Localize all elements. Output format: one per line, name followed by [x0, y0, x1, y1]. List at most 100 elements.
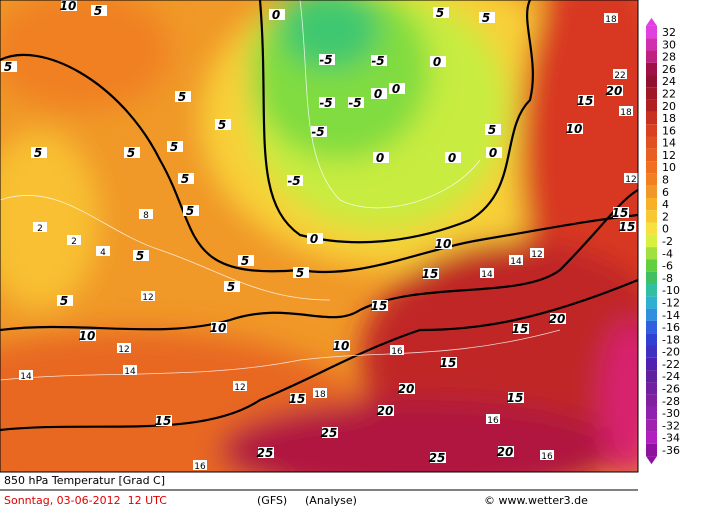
- contour-label: 20: [497, 445, 514, 459]
- contour-label: 0: [272, 8, 280, 22]
- contour-label-box: [124, 147, 140, 158]
- legend-label: -14: [662, 309, 680, 322]
- legend-swatch: [646, 308, 657, 321]
- contour-label-box: [620, 221, 636, 232]
- legend-label: 14: [662, 137, 676, 150]
- contour-label-box: [486, 147, 502, 158]
- legend-swatch: [646, 25, 657, 39]
- contour-label-box: [287, 175, 303, 186]
- contour-label: 20: [398, 382, 415, 396]
- contour-label: 5: [218, 118, 226, 132]
- contour-label-box: [430, 56, 446, 67]
- legend-swatch: [646, 431, 657, 444]
- isotherm-label: 22: [614, 71, 625, 81]
- contour-label: 25: [321, 426, 338, 440]
- legend-swatch: [646, 111, 657, 125]
- isotherm-label-box: [624, 173, 638, 183]
- legend-swatch: [646, 345, 657, 358]
- contour-label: 0: [374, 87, 382, 101]
- contour-label-box: [371, 55, 387, 66]
- legend-swatch: [646, 296, 657, 309]
- legend-label: 32: [662, 26, 676, 39]
- contour-label: 10: [79, 329, 96, 343]
- contour-label-box: [436, 238, 452, 249]
- footer-run: (Analyse): [305, 494, 357, 507]
- contour-label-box: [550, 313, 566, 324]
- contour-label: 20: [377, 404, 394, 418]
- contour-label: 5: [296, 266, 304, 280]
- legend-swatch: [646, 370, 657, 383]
- legend-label: 18: [662, 112, 676, 125]
- contour-label-box: [578, 95, 594, 106]
- contour-label: 5: [186, 204, 194, 218]
- legend-swatch: [646, 185, 657, 198]
- isotherm-label-box: [123, 365, 137, 375]
- contour-label-box: [133, 250, 149, 261]
- contour-label: 20: [606, 84, 623, 98]
- contour-label-box: [613, 207, 629, 218]
- legend-label: -4: [662, 247, 673, 260]
- legend-label: -2: [662, 235, 673, 248]
- legend-swatch: [646, 259, 657, 272]
- legend-label: -6: [662, 260, 673, 273]
- isotherm-label: 16: [194, 462, 206, 472]
- isotherm-label-box: [19, 370, 33, 380]
- footer-date: Sonntag, 03-06-2012 12 UTC: [4, 494, 167, 507]
- legend-label: -36: [662, 444, 680, 457]
- legend-swatch: [646, 210, 657, 223]
- isotherm-label-box: [486, 414, 500, 424]
- isotherm-label-box: [96, 246, 110, 256]
- isotherm-label-box: [313, 388, 327, 398]
- isotherm-label-box: [33, 222, 47, 232]
- legend-label: 0: [662, 223, 669, 236]
- footer-source: © www.wetter3.de: [484, 494, 588, 507]
- legend-swatch: [646, 271, 657, 285]
- contour-label-box: [57, 295, 73, 306]
- contour-label-box: [307, 233, 323, 244]
- contour-label: 5: [34, 146, 42, 160]
- contour-label-box: [311, 126, 327, 137]
- contour-label: 0: [433, 55, 441, 69]
- contour-label: 5: [136, 249, 144, 263]
- contour-label: 5: [170, 140, 178, 154]
- legend-swatch: [646, 357, 657, 371]
- contour-label-box: [269, 9, 285, 20]
- legend-swatch: [646, 87, 657, 100]
- contour-label: 20: [549, 312, 566, 326]
- isotherm-label: 14: [20, 372, 32, 382]
- contour-label-box: [1, 61, 17, 72]
- legend-label: -10: [662, 284, 680, 297]
- legend-swatch: [646, 382, 657, 395]
- contour-label: -5: [319, 96, 332, 110]
- contour-label-box: [319, 54, 335, 65]
- legend-label: -12: [662, 296, 680, 309]
- contour-label: 10: [435, 237, 452, 251]
- contour-label: -5: [287, 174, 300, 188]
- contour-label: 5: [436, 6, 444, 20]
- contour-label: -5: [319, 53, 332, 67]
- contour-label-box: [178, 173, 194, 184]
- contour-label-box: [513, 323, 529, 334]
- legend-label: 20: [662, 100, 676, 113]
- isotherm-label-box: [141, 291, 155, 301]
- legend-label: 10: [662, 161, 676, 174]
- contour-label: 0: [489, 146, 497, 160]
- contour-label-box: [607, 85, 623, 96]
- contour-label-box: [334, 340, 350, 351]
- contour-label-box: [183, 205, 199, 216]
- color-legend: 32302826242220181614121086420-2-4-6-8-10…: [646, 17, 680, 465]
- isotherm-label: 14: [510, 257, 522, 267]
- map-frame: [0, 0, 639, 473]
- isotherm-label-box: [233, 381, 247, 391]
- legend-label: 6: [662, 186, 669, 199]
- isotherm-label: 8: [143, 211, 149, 221]
- contour-label-box: [348, 97, 364, 108]
- contour-label: 15: [512, 322, 529, 336]
- legend-label: -34: [662, 432, 680, 445]
- contour-label: 0: [448, 151, 456, 165]
- contour-label: 15: [440, 356, 457, 370]
- legend-label: -28: [662, 395, 680, 408]
- legend-swatch: [646, 406, 657, 420]
- contour-label: 15: [507, 391, 524, 405]
- isotherm-label-box: [619, 106, 633, 116]
